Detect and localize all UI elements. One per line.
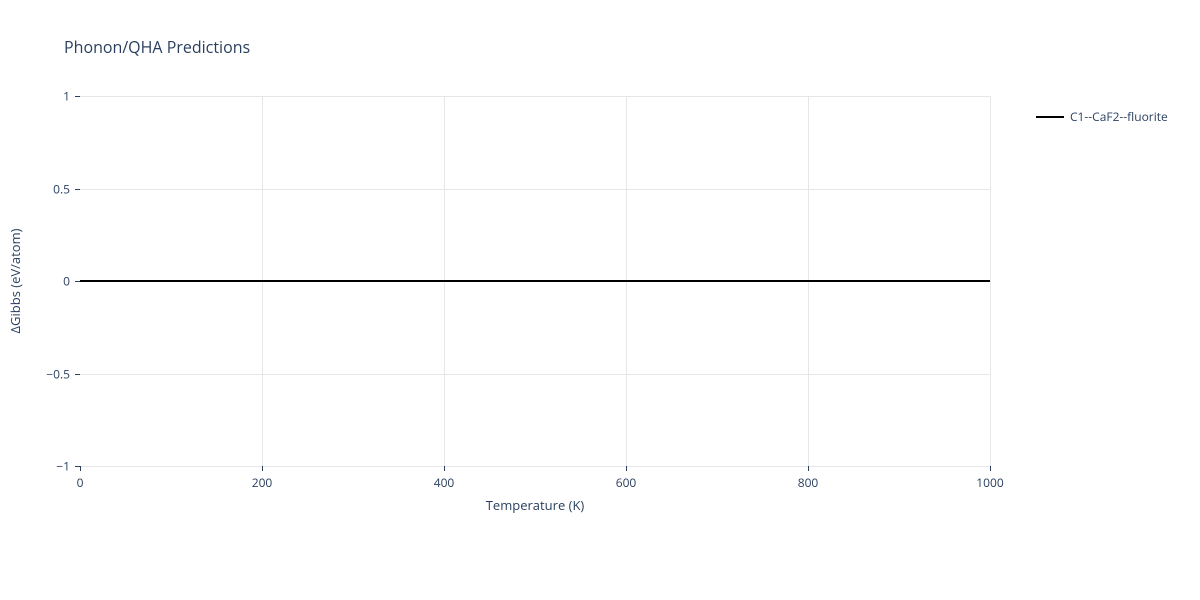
y-gridline — [80, 96, 990, 97]
y-tick-mark — [75, 189, 80, 190]
x-tick-label: 1000 — [976, 474, 1003, 491]
y-gridline — [80, 189, 990, 190]
x-tick-mark — [990, 466, 991, 471]
x-gridline — [990, 96, 991, 466]
x-tick-label: 400 — [434, 474, 455, 491]
y-tick-label: 0.5 — [53, 180, 70, 197]
legend[interactable]: C1--CaF2--fluorite — [1036, 108, 1168, 125]
series-line — [80, 280, 990, 282]
x-tick-label: 600 — [616, 474, 637, 491]
y-axis-label: ΔGibbs (eV/atom) — [6, 229, 24, 334]
x-tick-label: 200 — [252, 474, 273, 491]
x-tick-mark — [262, 466, 263, 471]
y-tick-mark — [75, 374, 80, 375]
x-tick-mark — [808, 466, 809, 471]
legend-swatch — [1036, 116, 1064, 118]
y-tick-label: 1 — [63, 88, 70, 105]
chart-container: Phonon/QHA Predictions Temperature (K) Δ… — [0, 0, 1200, 600]
y-tick-label: −0.5 — [46, 365, 70, 382]
legend-series-label: C1--CaF2--fluorite — [1070, 108, 1168, 125]
y-gridline — [80, 374, 990, 375]
x-axis-label: Temperature (K) — [486, 496, 585, 514]
y-tick-label: 0 — [63, 273, 70, 290]
y-tick-mark — [75, 281, 80, 282]
plot-area — [80, 96, 990, 466]
y-tick-label: −1 — [56, 458, 70, 475]
x-tick-label: 0 — [77, 474, 84, 491]
chart-title: Phonon/QHA Predictions — [64, 36, 250, 58]
x-tick-mark — [80, 466, 81, 471]
y-tick-mark — [75, 96, 80, 97]
y-gridline — [80, 466, 990, 467]
x-tick-label: 800 — [798, 474, 819, 491]
y-tick-mark — [75, 466, 80, 467]
x-tick-mark — [444, 466, 445, 471]
x-tick-mark — [626, 466, 627, 471]
